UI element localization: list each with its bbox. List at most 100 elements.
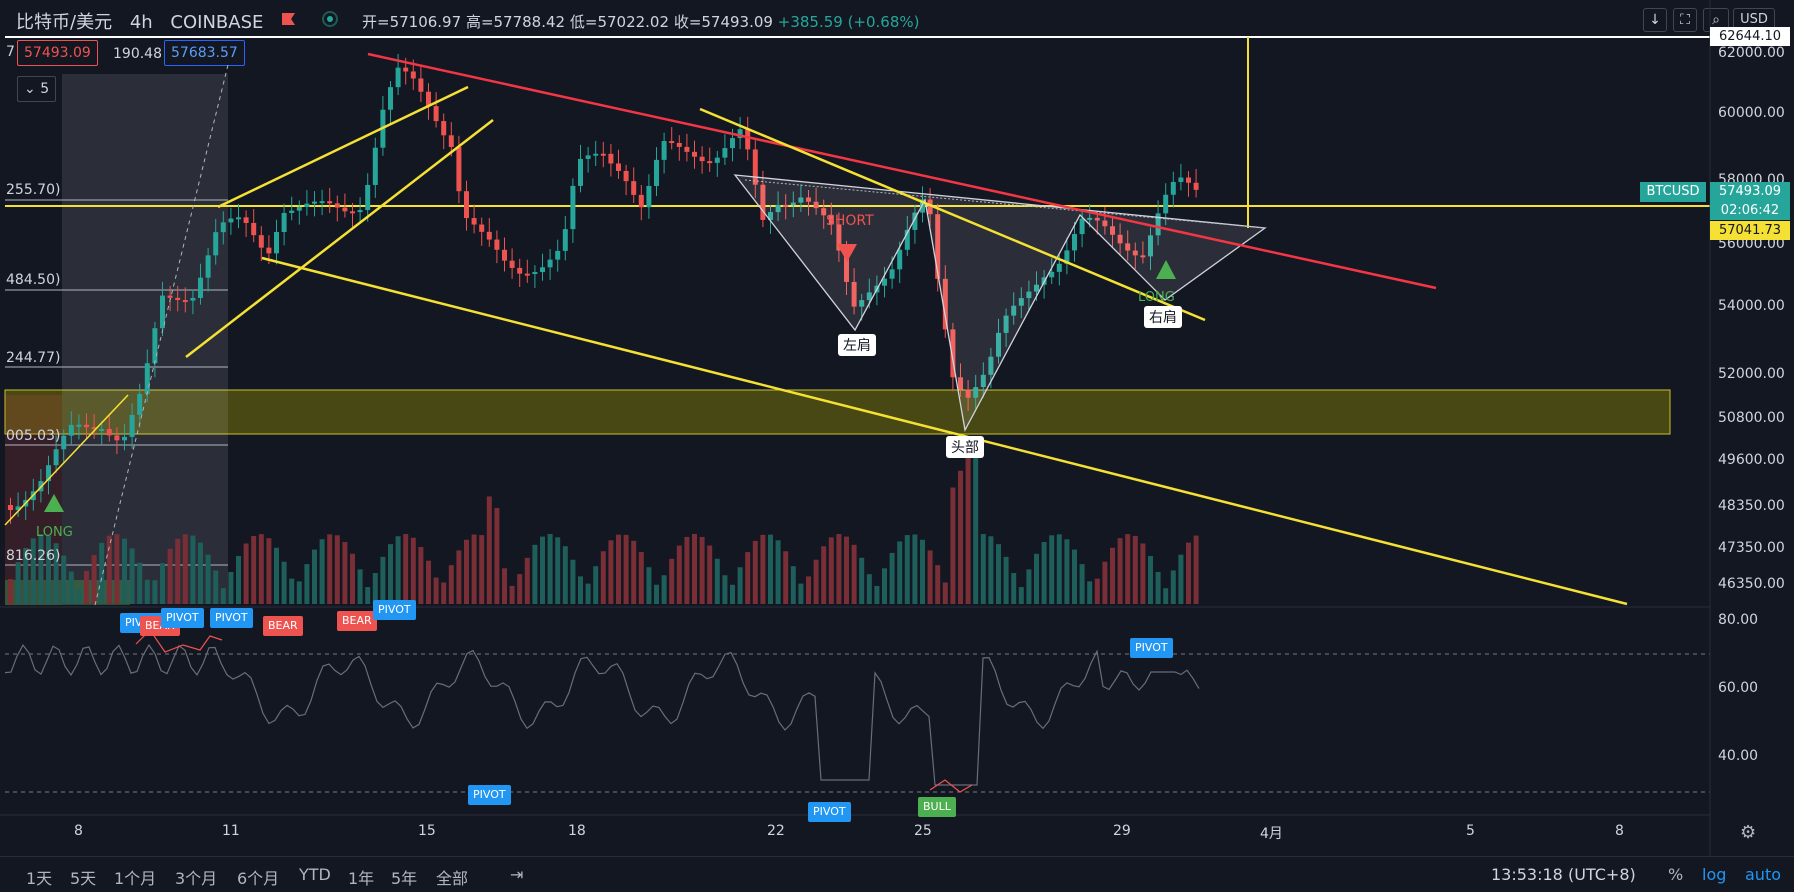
volume-bar: [760, 534, 766, 604]
candle-body: [312, 201, 317, 204]
volume-bar: [1034, 553, 1039, 604]
range-6m[interactable]: 6个月: [237, 869, 280, 888]
volume-bar: [745, 552, 751, 604]
range-1m[interactable]: 1个月: [114, 869, 157, 888]
candle-body: [342, 207, 348, 212]
volume-bar: [84, 570, 89, 604]
percent-toggle[interactable]: %: [1668, 865, 1684, 884]
current-price-label: 57493.09 02:06:42: [1710, 182, 1790, 220]
bear-signal: BEAR: [337, 611, 377, 631]
volume-bar: [266, 538, 272, 604]
volume-bar: [258, 534, 264, 604]
flag-icon[interactable]: [282, 13, 295, 25]
fib-label-1: 255.70): [6, 182, 61, 198]
rsi-tick: 60.00: [1718, 680, 1759, 696]
candle-body: [1056, 263, 1062, 272]
time-tick: 8: [1615, 823, 1624, 839]
candle-body: [1102, 220, 1108, 227]
yellow-wedge-line: [699, 107, 1206, 322]
clock[interactable]: 13:53:18 (UTC+8): [1491, 865, 1636, 884]
candle-body: [509, 260, 515, 268]
volume-bar: [99, 542, 105, 604]
symbol-title[interactable]: 比特币/美元 4h COINBASE: [16, 8, 263, 34]
volume-bar: [578, 576, 583, 604]
volume-bar: [874, 585, 880, 604]
volume-bar: [76, 588, 82, 604]
candle-body: [479, 224, 485, 232]
volume-bar: [768, 534, 773, 604]
volume-bar: [532, 544, 538, 604]
support-zone: [4, 389, 1671, 435]
candle-body: [99, 428, 105, 431]
time-tick: 11: [222, 823, 240, 839]
price-tick: 47350.00: [1718, 540, 1785, 556]
rsi-line: [4, 643, 1200, 786]
volume-bar: [137, 562, 143, 604]
candle-body: [281, 212, 287, 232]
candle-body: [251, 223, 257, 236]
candle-body: [486, 231, 492, 240]
range-1d[interactable]: 1天: [26, 869, 53, 888]
volume-bar: [122, 538, 127, 604]
candle-body: [851, 281, 857, 307]
candle-body: [403, 67, 409, 72]
candle-body: [1034, 284, 1039, 292]
candle-body: [1003, 315, 1009, 333]
range-ytd[interactable]: YTD: [299, 865, 331, 884]
volume-bar: [243, 543, 249, 604]
volume-bar: [950, 487, 956, 604]
volume-bar: [912, 534, 918, 604]
volume-bar: [904, 535, 910, 604]
candle-body: [692, 151, 697, 157]
fullscreen-icon[interactable]: ⛶: [1673, 8, 1697, 32]
long-marker-left-icon: [44, 494, 64, 512]
price-tick: 49600.00: [1718, 452, 1785, 468]
candle-body: [388, 87, 393, 110]
candle-body: [973, 387, 979, 398]
short-label: SHORT: [826, 213, 874, 229]
candle-body: [752, 149, 758, 185]
volume-bar: [752, 540, 758, 604]
volume-bar: [722, 575, 728, 604]
volume-bar: [403, 534, 409, 604]
candle-body: [1140, 255, 1146, 258]
bid-price-box[interactable]: 57493.09: [17, 40, 98, 66]
volume-bar: [236, 555, 241, 604]
settings-gear-icon[interactable]: ⚙: [1740, 822, 1757, 843]
volume-bar: [1117, 538, 1123, 604]
candle-body: [623, 170, 629, 182]
range-1y[interactable]: 1年: [348, 869, 375, 888]
candle-body: [676, 142, 682, 147]
indicator-collapse-button[interactable]: ⌄ 5: [17, 76, 57, 102]
range-5y[interactable]: 5年: [391, 869, 418, 888]
volume-bar: [562, 546, 568, 604]
volume-bar: [1079, 564, 1085, 604]
candle-body: [578, 158, 583, 186]
time-tick: 8: [74, 823, 83, 839]
volume-bar: [1193, 535, 1199, 604]
date-range-icon[interactable]: ⇥: [510, 865, 524, 884]
candle-body: [1018, 298, 1024, 306]
range-5d[interactable]: 5天: [70, 869, 97, 888]
yellow-level-label: 57041.73: [1710, 221, 1790, 240]
candle-body: [524, 273, 530, 276]
volume-bar: [676, 545, 682, 604]
candle-body: [540, 267, 545, 273]
auto-toggle[interactable]: auto: [1745, 865, 1782, 884]
scroll-down-icon[interactable]: ↓: [1643, 8, 1667, 32]
candle-body: [236, 217, 241, 220]
bear-signal: BEAR: [263, 616, 303, 636]
pivot-signal: PIVOT: [808, 802, 851, 822]
volume-bar: [965, 456, 971, 604]
candle-body: [8, 505, 13, 511]
rsi-oversold-segment: [929, 779, 973, 793]
candle-body: [160, 295, 165, 329]
candle-body: [205, 255, 211, 278]
range-3m[interactable]: 3个月: [175, 869, 218, 888]
range-all[interactable]: 全部: [436, 869, 469, 888]
ask-price-box[interactable]: 57683.57: [164, 40, 245, 66]
volume-bar: [213, 570, 219, 604]
volume-bar: [198, 542, 203, 604]
log-toggle[interactable]: log: [1702, 865, 1727, 884]
